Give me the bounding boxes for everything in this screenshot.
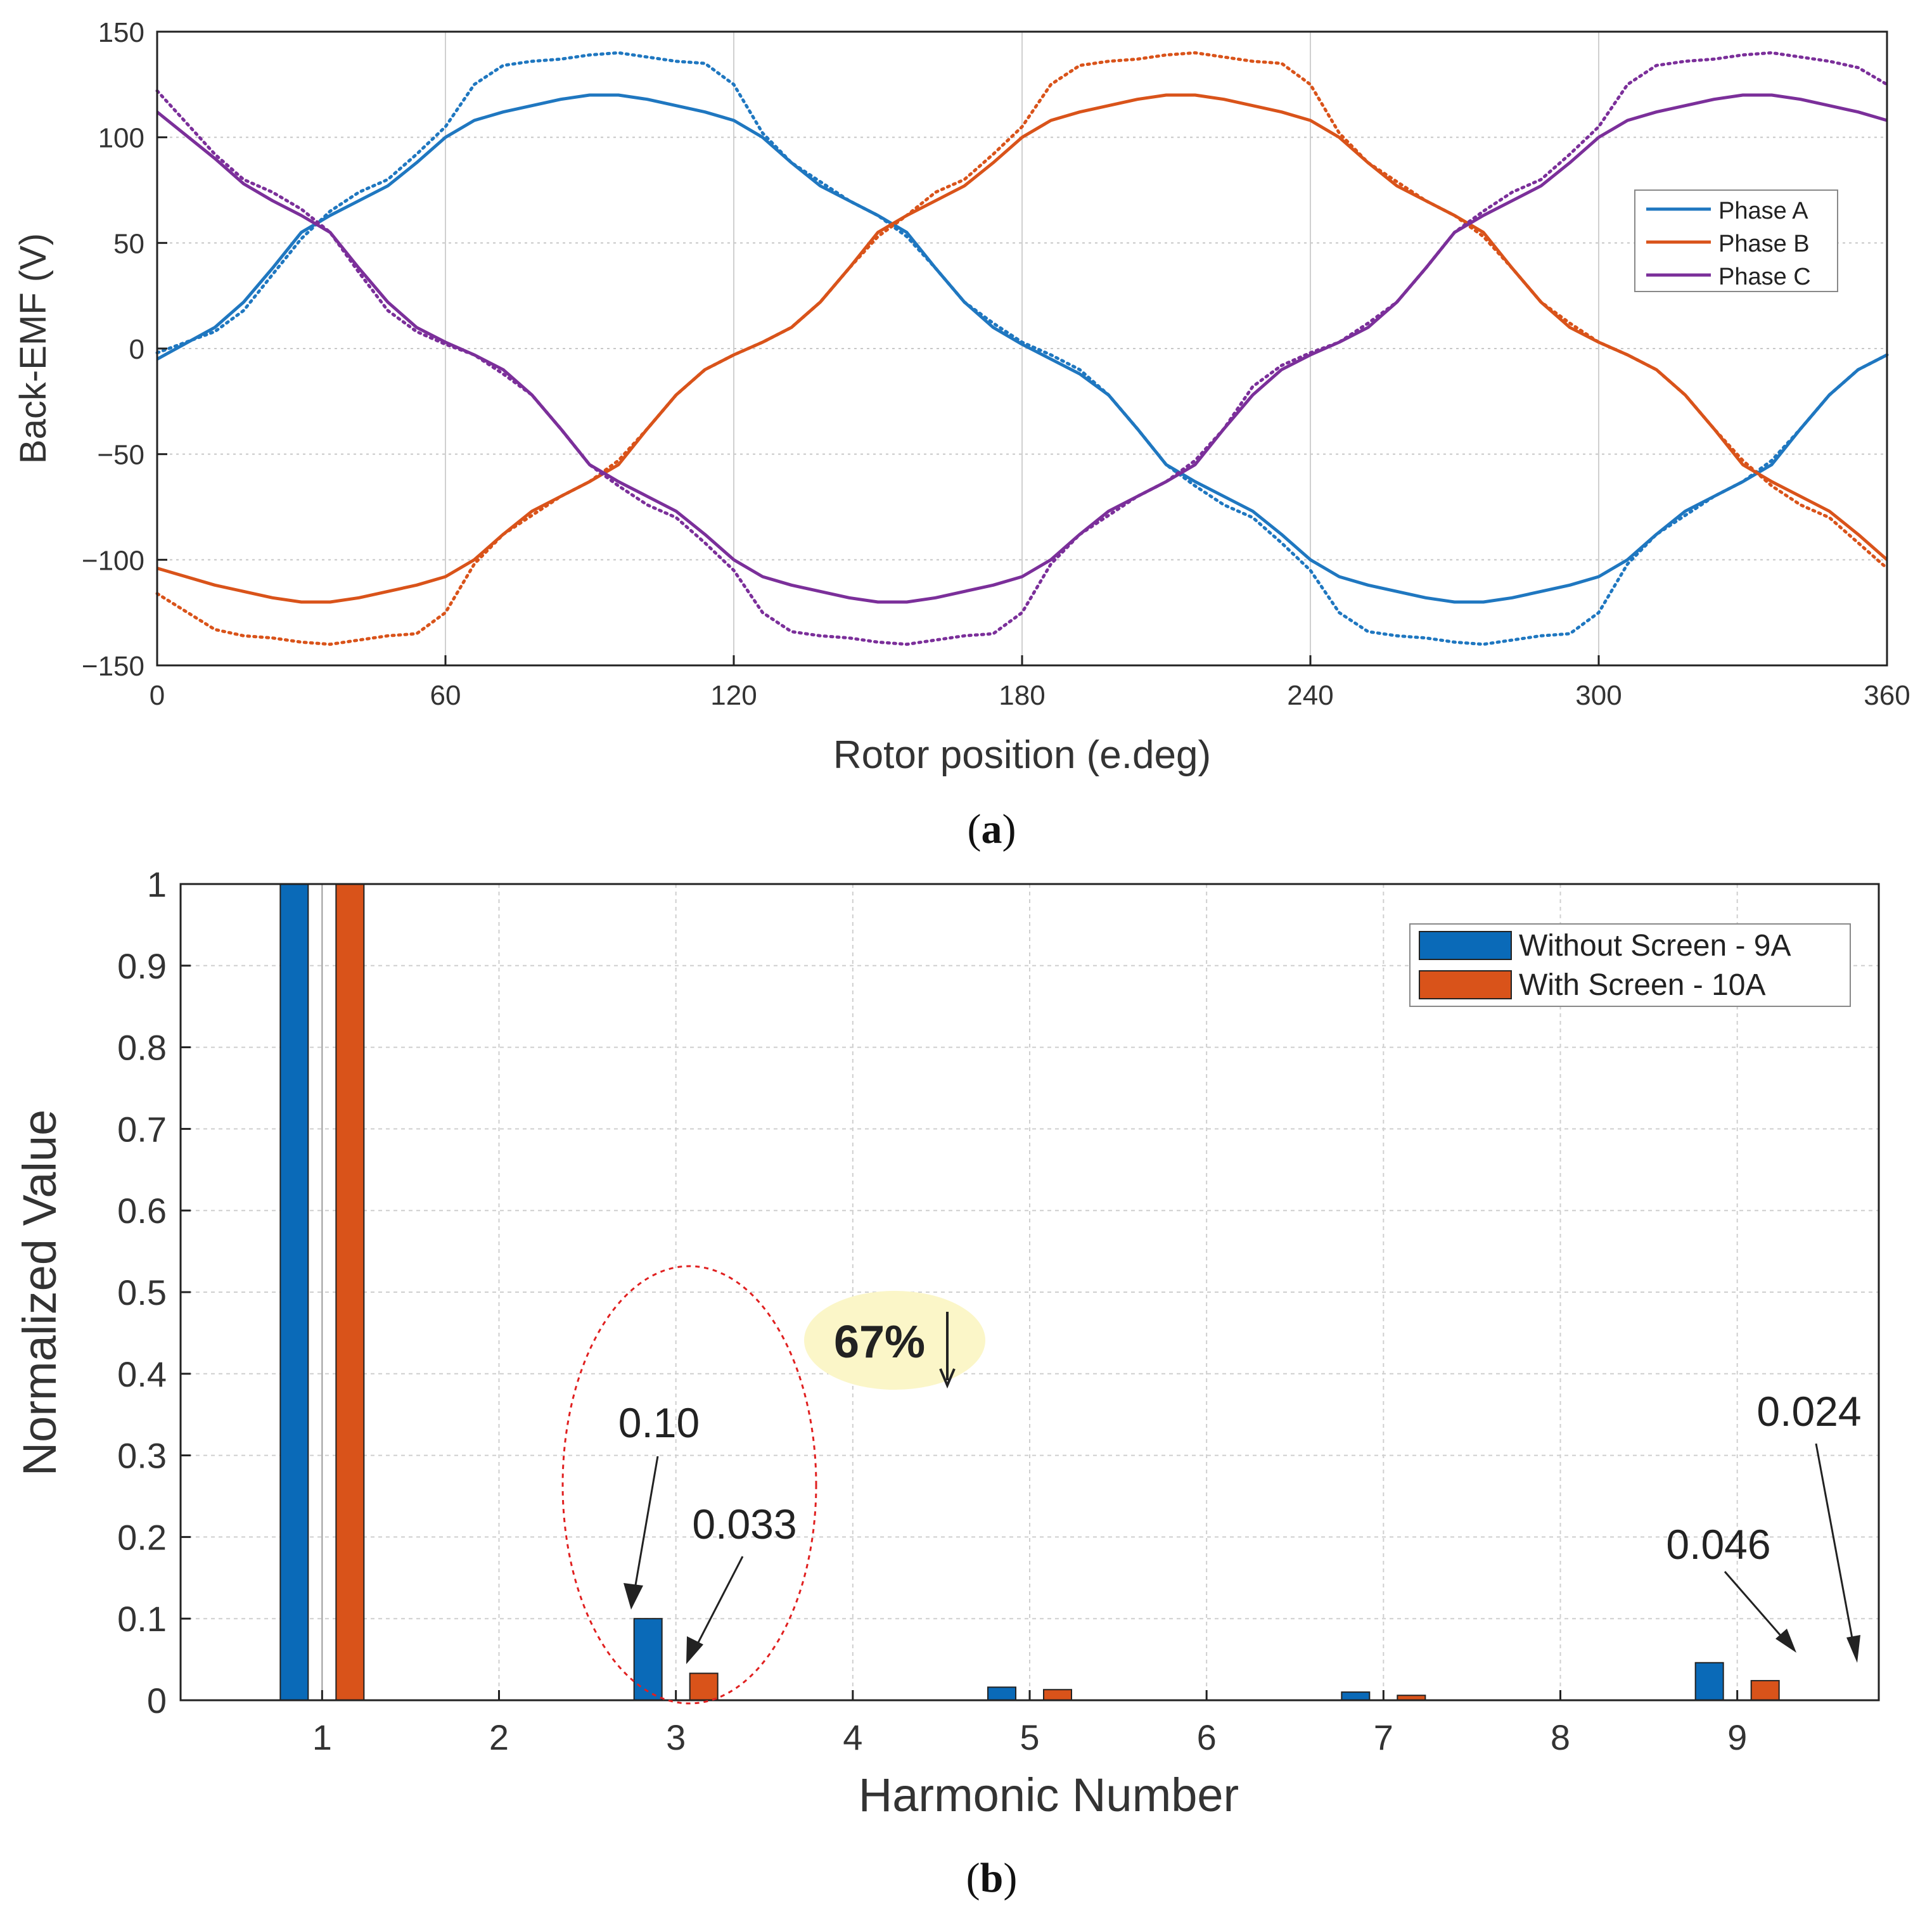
y-tick-label-0-3: 0.3 [117,1436,167,1476]
chart-a-y-tick-labels: −150 −100 −50 0 50 100 150 [82,17,144,682]
x-tick-label-360: 360 [1864,680,1910,711]
x-tick-label-120: 120 [710,680,757,711]
chart-b-ticks [181,883,1739,1702]
annotation-h9-without: 0.046 [1666,1521,1770,1568]
reduction-label: 67% [834,1317,925,1368]
series-line-phase-c [156,93,1888,604]
chart-b-legend: Without Screen - 9A With Screen - 10A [1409,923,1851,1007]
x-tick-label-60: 60 [430,680,461,711]
y-tick-label-150: 150 [98,17,144,48]
y-tick-label-0-2: 0.2 [117,1517,167,1557]
legend-label-phase-b: Phase B [1718,231,1810,257]
legend-swatch-without-screen [1419,931,1512,960]
annotation-arrow-h3-with [689,1556,744,1658]
chart-b-caption-close: ) [1003,1855,1017,1901]
chart-a-caption-letter: a [982,806,1002,852]
series-line-phase-a [156,93,1888,604]
legend-swatch-with-screen [1419,970,1512,999]
chart-a-x-tick-labels: 0 60 120 180 240 300 360 [150,680,1910,711]
bar-without-screen-9a-h7 [1341,1691,1371,1702]
x-tick-label-0: 0 [150,680,165,711]
bar-with-screen-10a-h5 [1043,1689,1072,1702]
y-tick-label-150: −150 [82,651,144,682]
reduction-arrow-head [939,1368,956,1389]
y-tick-label-0-7: 0.7 [117,1109,167,1149]
y-tick-label-100: 100 [98,123,144,154]
bar-without-screen-9a-h9 [1694,1662,1724,1701]
series-line-phase-c-dotted [155,51,1889,646]
x-tick-label-300: 300 [1575,680,1622,711]
x-tick-label-6: 6 [1197,1717,1217,1757]
chart-a-caption-open: ( [968,806,982,852]
x-tick-label-2: 2 [489,1717,509,1757]
chart-b-caption-letter: b [980,1855,1004,1901]
y-tick-label-0-4: 0.4 [117,1354,167,1394]
x-tick-label-7: 7 [1374,1717,1393,1757]
chart-b-annotations: 67% 0.10 0.033 0.046 0.024 [561,1265,1862,1705]
chart-a-y-axis-label: Back-EMF (V) [13,233,54,464]
chart-a-legend: Phase A Phase B Phase C [1634,189,1838,292]
x-tick-label-180: 180 [999,680,1045,711]
x-tick-label-3: 3 [666,1717,686,1757]
bar-with-screen-10a-h9 [1750,1680,1780,1701]
series-line-phase-b-dotted [155,51,1889,646]
x-tick-label-8: 8 [1551,1717,1570,1757]
annotation-arrow-h9-with [1815,1443,1857,1656]
chart-b-x-axis-label: Harmonic Number [859,1769,1239,1821]
annotation-h3-without: 0.10 [618,1399,700,1446]
annotation-arrowhead-h9-with [1846,1635,1860,1663]
chart-a-ticks [156,30,1888,667]
annotation-h9-with: 0.024 [1756,1388,1861,1435]
chart-a-caption: (a) [968,806,1016,852]
chart-a-x-axis-label: Rotor position (e.deg) [833,733,1211,777]
chart-a-caption-close: ) [1002,806,1016,852]
chart-b-caption: (b) [966,1855,1018,1901]
y-tick-label-50: −50 [97,440,144,471]
x-tick-label-240: 240 [1287,680,1333,711]
reduction-highlight [804,1291,985,1390]
x-tick-label-4: 4 [843,1717,862,1757]
y-tick-label-50: 50 [113,228,144,259]
annotation-arrow-h3-without [631,1456,659,1604]
chart-b-x-tick-labels: 1 2 3 4 5 6 7 8 9 [312,1717,1747,1757]
annotation-arrowhead-h3-with [686,1636,703,1664]
bar-without-screen-9a-h1 [279,883,309,1701]
chart-b-y-axis-label: Normalized Value [13,1110,66,1477]
x-tick-label-5: 5 [1020,1717,1039,1757]
legend-label-phase-a: Phase A [1718,198,1808,224]
legend-label-without-screen: Without Screen - 9A [1519,929,1791,963]
y-tick-label-0: 0 [129,334,144,365]
bar-without-screen-9a-h5 [987,1686,1016,1702]
chart-a-series-lines [155,51,1889,646]
y-tick-label-0-1: 0.1 [117,1599,167,1639]
annotation-arrowhead-h9-without [1775,1629,1796,1653]
y-tick-label-100: −100 [82,545,144,576]
y-tick-label-1: 1 [147,864,167,904]
legend-label-with-screen: With Screen - 10A [1519,968,1765,1002]
highlight-ellipse-harmonic-3 [561,1265,817,1705]
x-tick-label-9: 9 [1727,1717,1747,1757]
bar-with-screen-10a-h1 [335,883,365,1701]
y-tick-label-0-9: 0.9 [117,946,167,986]
chart-b-y-tick-labels: 0 0.1 0.2 0.3 0.4 0.5 0.6 0.7 0.8 0.9 1 [117,864,167,1721]
bar-without-screen-9a-h3 [633,1618,663,1701]
legend-label-phase-c: Phase C [1718,264,1811,290]
annotation-h3-with: 0.033 [692,1501,796,1548]
y-tick-label-0: 0 [147,1681,167,1721]
y-tick-label-0-5: 0.5 [117,1272,167,1312]
y-tick-label-0-8: 0.8 [117,1028,167,1068]
y-tick-label-0-6: 0.6 [117,1191,167,1231]
bar-with-screen-10a-h3 [689,1672,719,1702]
chart-b-caption-open: ( [966,1855,980,1901]
x-tick-label-1: 1 [312,1717,332,1757]
annotation-arrowhead-h3-without [624,1583,643,1610]
annotation-arrow-h9-without [1724,1571,1791,1647]
